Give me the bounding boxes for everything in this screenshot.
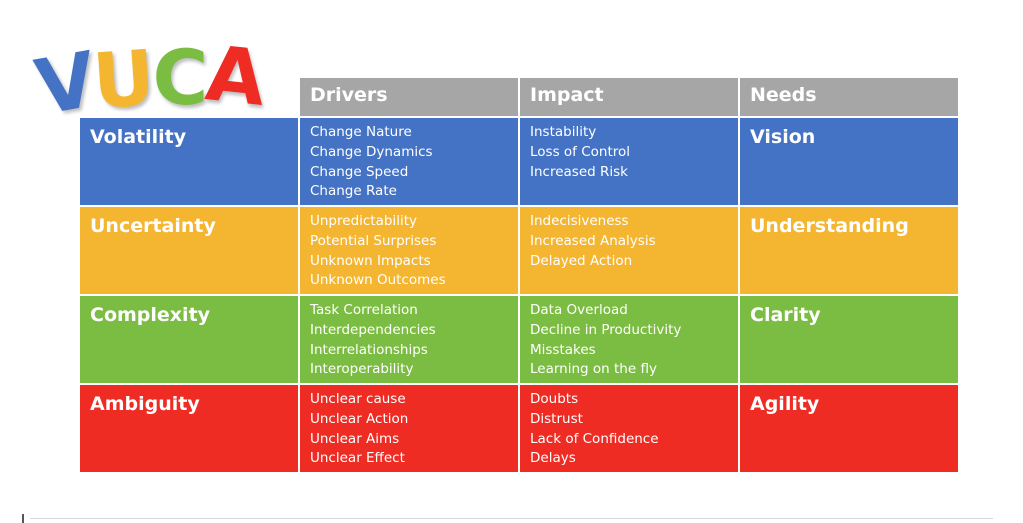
- drivers-item: Change Nature: [310, 124, 412, 140]
- drivers-item: Change Rate: [310, 183, 397, 200]
- drivers-item: Interdependencies: [310, 321, 436, 338]
- drivers-item: Unknown Impacts: [310, 252, 431, 269]
- logo-letter-c: C: [152, 33, 209, 122]
- impact-item: Delayed Action: [530, 252, 633, 269]
- impact-item: Indecisiveness: [530, 213, 629, 229]
- impact-item: Distrust: [530, 410, 583, 427]
- drivers-cell-volatility: Change Nature Change Dynamics Change Speed…: [300, 118, 518, 205]
- impact-cell-complexity: Data Overload Decline in Productivity Miss…: [520, 296, 738, 383]
- row-title-complexity: Complexity: [80, 296, 298, 383]
- impact-cell-uncertainty: Indecisiveness Increased Analysis Delayed …: [520, 207, 738, 294]
- drivers-item: Unknown Outcomes: [310, 272, 446, 289]
- drivers-item: Unclear Action: [310, 410, 409, 427]
- impact-item: Decline in Productivity: [530, 321, 682, 338]
- vuca-logo: V U C A: [29, 28, 268, 132]
- footer-mark: [22, 514, 24, 523]
- row-title-ambiguity: Ambiguity: [80, 385, 298, 472]
- impact-item: Increased Analysis: [530, 232, 656, 249]
- drivers-cell-uncertainty: Unpredictability Potential Surprises Unkno…: [300, 207, 518, 294]
- impact-item: Learning on the fly: [530, 361, 657, 378]
- impact-item: Instability: [530, 124, 597, 140]
- drivers-item: Interrelationships: [310, 341, 428, 358]
- drivers-item: Unclear Effect: [310, 450, 405, 467]
- drivers-item: Change Dynamics: [310, 143, 433, 160]
- drivers-item: Unpredictability: [310, 213, 417, 229]
- drivers-cell-complexity: Task Correlation Interdependencies Interre…: [300, 296, 518, 383]
- footer-divider: [30, 518, 993, 519]
- impact-cell-volatility: Instability Loss of Control Increased Risk: [520, 118, 738, 205]
- impact-item: Misstakes: [530, 341, 596, 358]
- impact-item: Delays: [530, 450, 576, 467]
- drivers-item: Unclear cause: [310, 391, 406, 407]
- vuca-table: Drivers Impact Needs Volatility Change Na…: [80, 78, 958, 472]
- impact-item: Doubts: [530, 391, 579, 407]
- impact-item: Increased Risk: [530, 163, 628, 180]
- drivers-item: Unclear Aims: [310, 430, 400, 447]
- header-impact: Impact: [520, 78, 738, 116]
- need-cell-complexity: Clarity: [740, 296, 958, 383]
- drivers-item: Interoperability: [310, 361, 414, 378]
- impact-item: Data Overload: [530, 302, 628, 318]
- impact-item: Loss of Control: [530, 143, 631, 160]
- header-corner: [80, 78, 298, 116]
- row-title-uncertainty: Uncertainty: [80, 207, 298, 294]
- drivers-item: Change Speed: [310, 163, 409, 180]
- header-drivers: Drivers: [300, 78, 518, 116]
- need-cell-ambiguity: Agility: [740, 385, 958, 472]
- impact-cell-ambiguity: Doubts Distrust Lack of Confidence Delays: [520, 385, 738, 472]
- drivers-item: Potential Surprises: [310, 232, 437, 249]
- impact-item: Lack of Confidence: [530, 430, 659, 447]
- header-needs: Needs: [740, 78, 958, 116]
- drivers-cell-ambiguity: Unclear cause Unclear Action Unclear Aims U…: [300, 385, 518, 472]
- row-title-volatility: Volatility: [80, 118, 298, 205]
- need-cell-uncertainty: Understanding: [740, 207, 958, 294]
- drivers-item: Task Correlation: [310, 302, 418, 318]
- need-cell-volatility: Vision: [740, 118, 958, 205]
